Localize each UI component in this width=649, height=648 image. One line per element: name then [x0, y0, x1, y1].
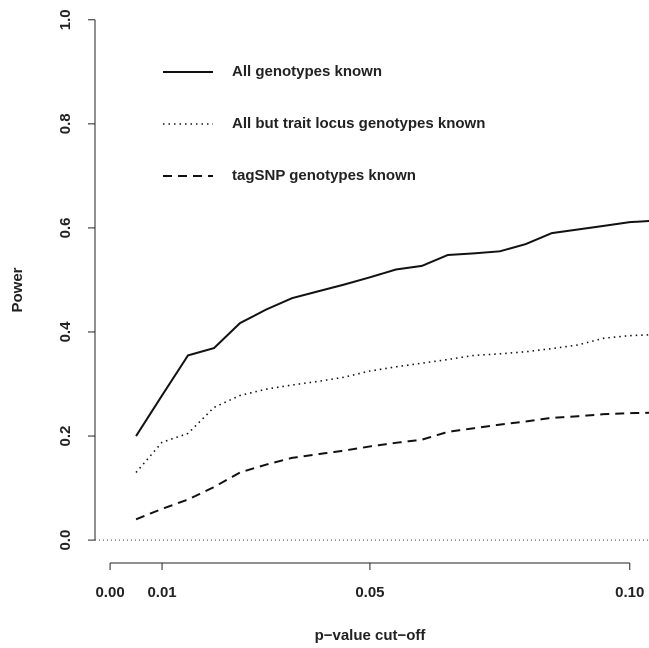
y-tick-label: 0.4: [57, 321, 74, 343]
legend-label: All but trait locus genotypes known: [232, 115, 485, 132]
series-line: [135, 220, 649, 437]
series-line: [135, 411, 649, 521]
x-axis-label: p−value cut−off: [315, 627, 427, 644]
legend-label: All genotypes known: [232, 63, 382, 80]
y-tick-label: 0.6: [57, 217, 74, 238]
y-tick-label: 0.0: [57, 530, 74, 551]
legend-label: tagSNP genotypes known: [232, 167, 416, 184]
y-tick-label: 0.8: [57, 113, 74, 134]
x-tick-label: 0.00: [95, 584, 124, 601]
y-tick-label: 0.2: [57, 426, 74, 447]
y-axis-label: Power: [9, 267, 26, 312]
series-line: [135, 334, 649, 473]
x-tick-label: 0.10: [615, 584, 644, 601]
x-tick-label: 0.01: [147, 584, 176, 601]
x-tick-label: 0.05: [355, 584, 384, 601]
y-tick-label: 1.0: [57, 9, 74, 30]
